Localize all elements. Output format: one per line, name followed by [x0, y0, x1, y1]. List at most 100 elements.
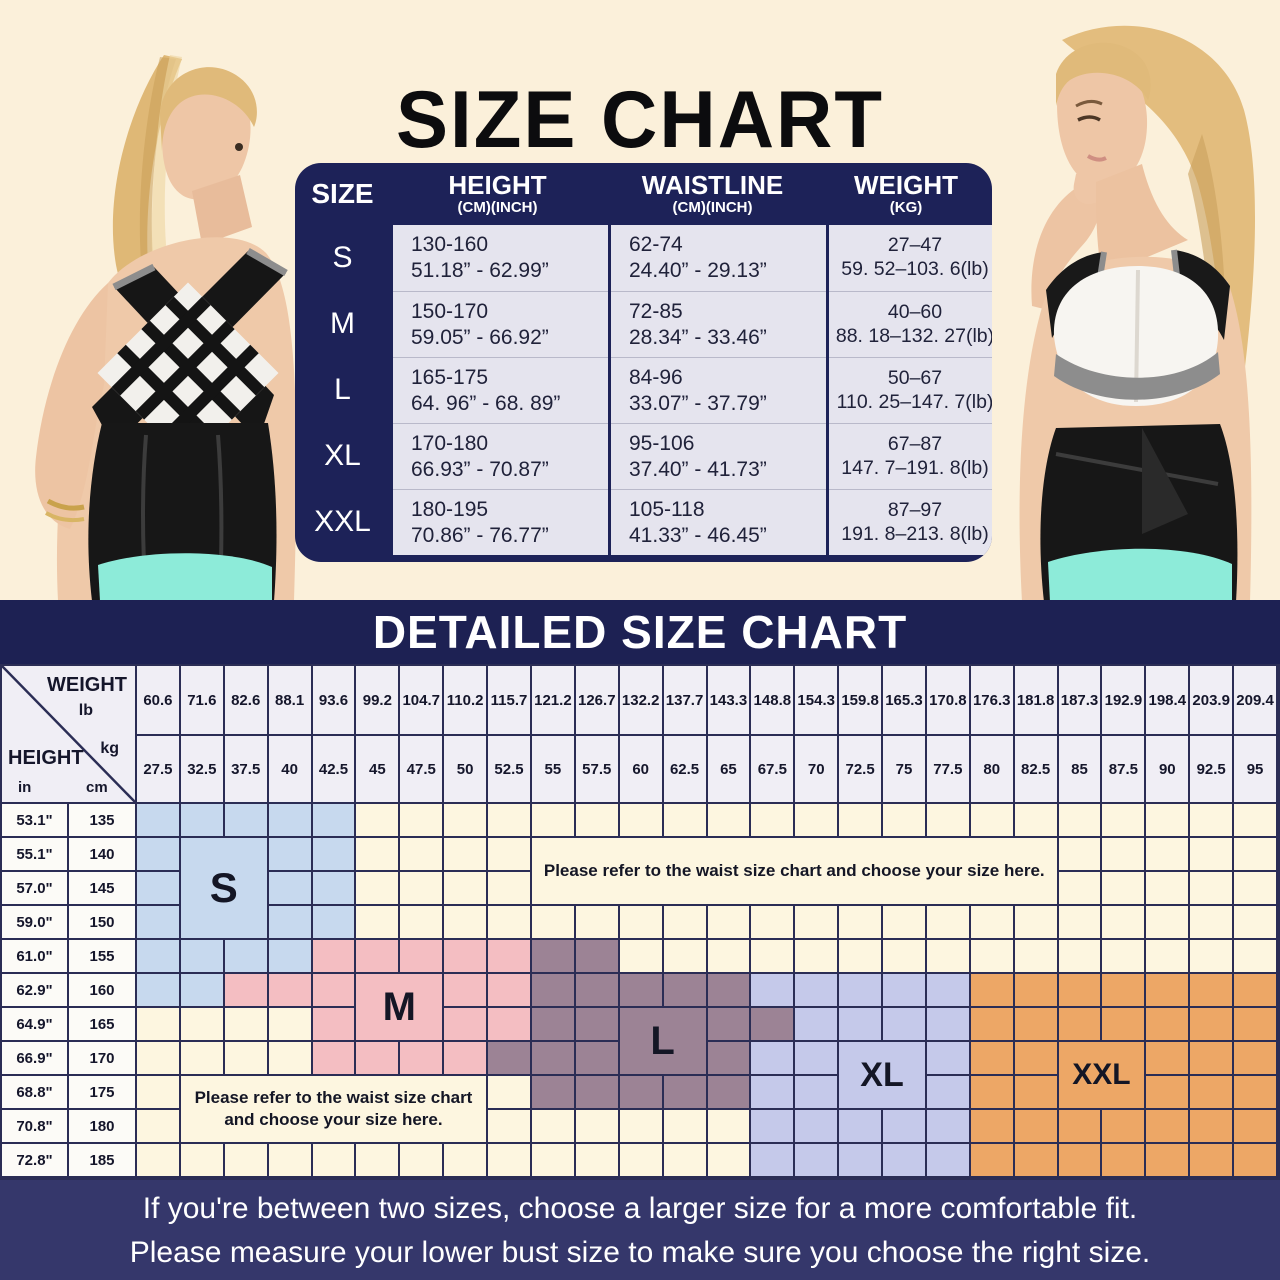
grid-cell: [619, 804, 664, 838]
height-in-value: 59.0": [2, 906, 69, 940]
grid-cell: [1058, 1110, 1103, 1144]
grid-cell: [575, 804, 620, 838]
grid-cell: [839, 974, 884, 1008]
footer-line-2: Please measure your lower bust size to m…: [129, 1236, 1151, 1269]
weight-range-alt: 147. 7–191. 8(lb): [841, 456, 989, 479]
grid-cell: [575, 1144, 620, 1178]
size-region-label-s: S: [180, 838, 269, 940]
weight-lb-value: 187.3: [1058, 666, 1103, 736]
grid-cell: [1146, 838, 1191, 872]
grid-cell: [663, 906, 708, 940]
underbust-trim: [1054, 352, 1220, 400]
grid-cell: [356, 1042, 401, 1076]
grid-cell: [1102, 974, 1147, 1008]
grid-cell: [1190, 804, 1235, 838]
diagonal-divider: [2, 666, 135, 802]
weight-kg-value: 40: [268, 736, 313, 804]
height-in-value: 55.1": [2, 838, 69, 872]
waist-range-cm: 84-96: [629, 365, 683, 389]
grid-cell: [1234, 1076, 1278, 1110]
grid-cell: [312, 872, 357, 906]
grid-cell: [531, 1110, 576, 1144]
grid-cell: [312, 974, 357, 1008]
eye-lashes: [1077, 115, 1101, 122]
grid-cell: [531, 906, 576, 940]
size-table-header-row: SIZE HEIGHT (CM)(INCH) WAISTLINE (CM)(INCH) W…: [295, 163, 992, 225]
grid-cell: [751, 1110, 796, 1144]
height-cm-value: 160: [69, 974, 137, 1008]
grid-cell: [1146, 940, 1191, 974]
waist-size-note-1: Please refer to the waist size chart and…: [531, 838, 1059, 906]
left-arm: [35, 283, 108, 529]
grid-cell: [575, 1008, 620, 1042]
grid-cell: [1234, 1144, 1278, 1178]
grid-cell: [400, 872, 445, 906]
grid-cell: [839, 1110, 884, 1144]
grid-cell: [1146, 1144, 1191, 1178]
grid-cell: [1190, 1042, 1235, 1076]
size-region-label-l: L: [619, 1008, 708, 1076]
waist-range-alt: 24.40” - 29.13”: [629, 259, 767, 282]
footer-band: If you're between two sizes, choose a la…: [0, 1180, 1280, 1280]
grid-cell: [1234, 1110, 1278, 1144]
grid-cell: [926, 1144, 971, 1178]
grid-cell: [1234, 1008, 1278, 1042]
height-range-cm: 180-195: [411, 497, 489, 521]
weight-lb-value: 71.6: [180, 666, 225, 736]
top-section: SIZE CHART SIZE HEIGHT (CM)(INCH) WAISTLINE…: [0, 0, 1280, 602]
weight-kg-value: 77.5: [926, 736, 971, 804]
grid-cell: [663, 1144, 708, 1178]
size-table-height-cell: 180-195 70.86” - 76.77”: [393, 489, 608, 555]
grid-cell: [970, 940, 1015, 974]
grid-cell: [268, 906, 313, 940]
grid-cell: [488, 838, 532, 872]
mint-bottom: [1048, 548, 1232, 602]
corner-label-height: HEIGHT: [8, 747, 84, 769]
weight-kg-value: 87.5: [1102, 736, 1147, 804]
grid-cell: [1146, 1042, 1191, 1076]
footer-line-1: If you're between two sizes, choose a la…: [142, 1192, 1138, 1225]
detailed-title-banner: DETAILED SIZE CHART: [0, 600, 1280, 664]
head-hair: [160, 67, 257, 151]
grid-cell: [1190, 838, 1235, 872]
grid-cell: [663, 974, 708, 1008]
grid-cell: [575, 940, 620, 974]
hair-highlight: [151, 55, 182, 295]
weight-lb-value: 115.7: [488, 666, 532, 736]
grid-cell: [400, 1144, 445, 1178]
grid-cell: [619, 906, 664, 940]
grid-cell: [444, 1042, 489, 1076]
grid-cell: [1190, 872, 1235, 906]
height-cm-value: 155: [69, 940, 137, 974]
grid-cell: [1234, 974, 1278, 1008]
grid-cell: [663, 1076, 708, 1110]
height-in-value: 62.9": [2, 974, 69, 1008]
grid-cell: [1014, 940, 1059, 974]
grid-cell: [224, 1144, 269, 1178]
grid-cell: [751, 974, 796, 1008]
grid-cell: [970, 1076, 1015, 1110]
grid-cell: [795, 1042, 840, 1076]
grid-cell: [1102, 1110, 1147, 1144]
weight-lb-value: 60.6: [137, 666, 181, 736]
grid-cell: [707, 804, 752, 838]
weight-lb-value: 110.2: [444, 666, 489, 736]
weight-lb-value: 170.8: [926, 666, 971, 736]
height-range-alt: 51.18” - 62.99”: [411, 259, 549, 282]
grid-cell: [619, 974, 664, 1008]
grid-cell: [575, 906, 620, 940]
grid-cell: [619, 1144, 664, 1178]
grid-cell: [1014, 1110, 1059, 1144]
grid-cell: [224, 974, 269, 1008]
grid-cell: [268, 838, 313, 872]
grid-cell: [970, 1110, 1015, 1144]
grid-cell: [400, 940, 445, 974]
grid-cell: [795, 974, 840, 1008]
size-region-label-xl: XL: [839, 1042, 927, 1110]
grid-cell: [400, 906, 445, 940]
grid-cell: [970, 804, 1015, 838]
front-hairline: [1056, 42, 1151, 106]
size-table-header-weight: WEIGHT (KG): [820, 172, 992, 215]
grid-cell: [224, 1008, 269, 1042]
size-table-size-l: L: [334, 373, 351, 406]
